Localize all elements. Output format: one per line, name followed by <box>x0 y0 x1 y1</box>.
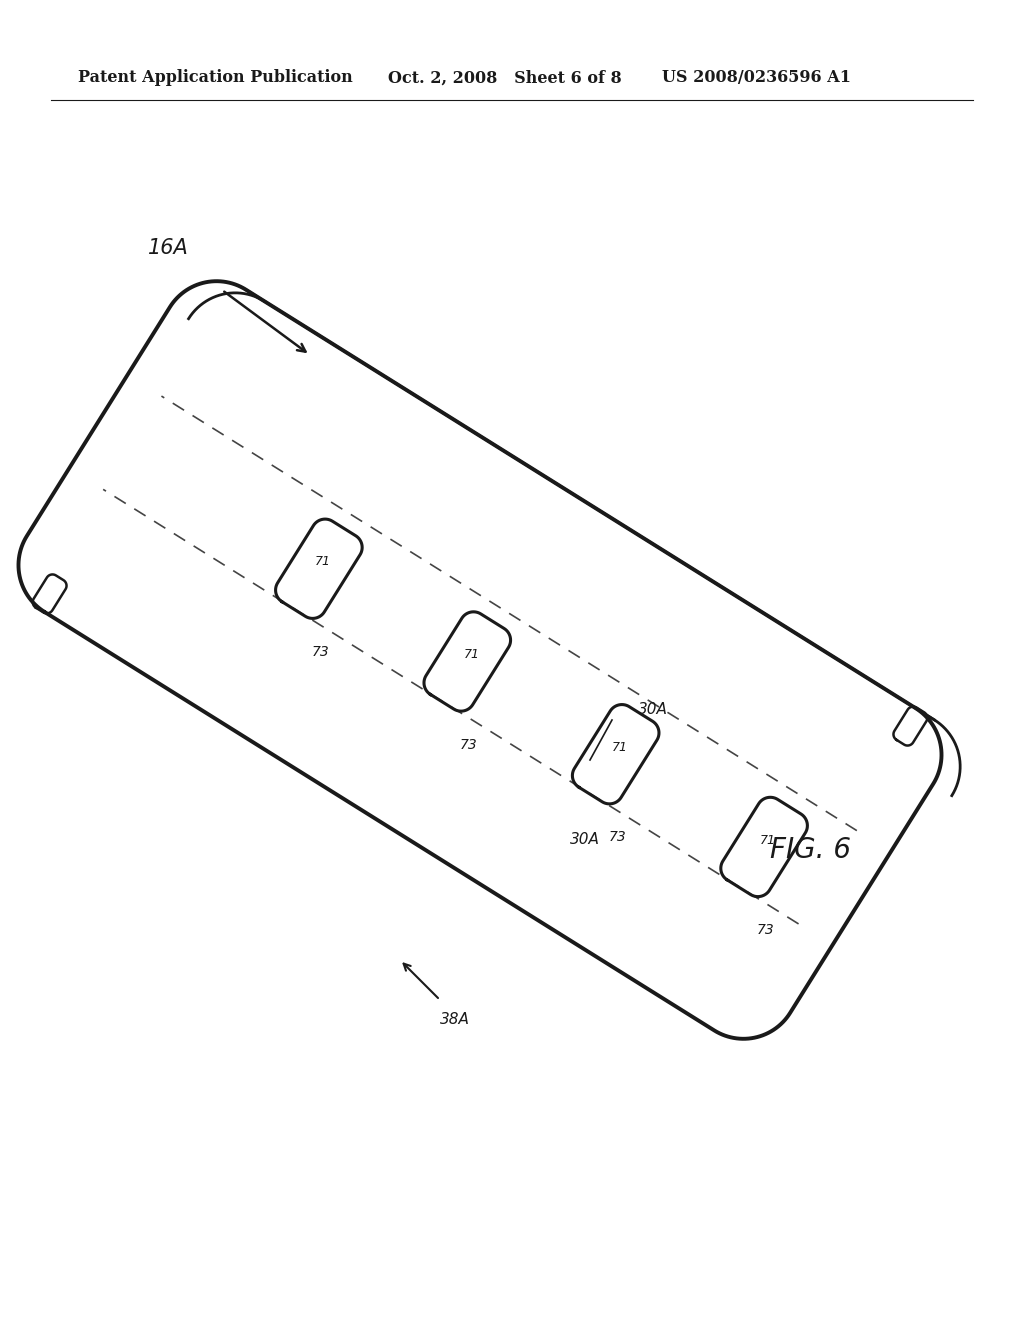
Text: Patent Application Publication: Patent Application Publication <box>78 70 352 87</box>
Text: US 2008/0236596 A1: US 2008/0236596 A1 <box>662 70 851 87</box>
Text: Oct. 2, 2008   Sheet 6 of 8: Oct. 2, 2008 Sheet 6 of 8 <box>388 70 622 87</box>
Text: 30A: 30A <box>638 702 668 718</box>
Text: 73: 73 <box>311 644 330 659</box>
Text: 73: 73 <box>460 738 478 751</box>
Text: 38A: 38A <box>440 1012 470 1027</box>
Text: 71: 71 <box>761 834 776 846</box>
Text: 30A: 30A <box>570 833 600 847</box>
Text: 71: 71 <box>612 741 628 754</box>
Text: 73: 73 <box>608 830 627 845</box>
Text: 73: 73 <box>757 923 775 937</box>
Text: 71: 71 <box>315 556 331 569</box>
Text: FIG. 6: FIG. 6 <box>770 836 851 865</box>
Text: 16A: 16A <box>147 238 188 257</box>
Text: 71: 71 <box>464 648 479 661</box>
